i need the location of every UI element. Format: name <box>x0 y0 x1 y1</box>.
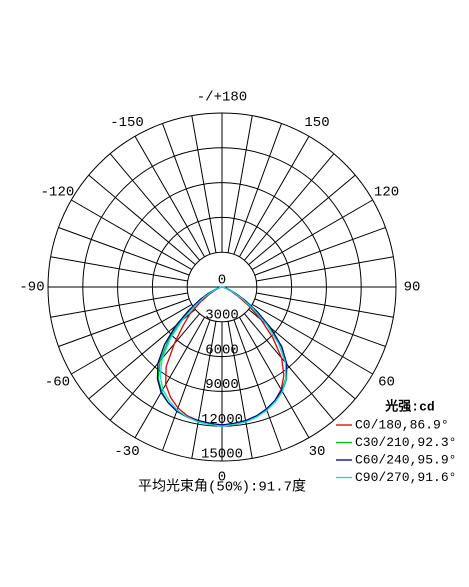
legend-label: C30/210,92.3° <box>355 435 456 450</box>
angle-tick-label: 30 <box>309 444 326 460</box>
angle-tick-label: -90 <box>19 280 44 296</box>
angle-tick-label: 90 <box>404 280 421 296</box>
angle-tick-label: 120 <box>374 185 399 201</box>
r-tick-label: 0 <box>218 273 226 289</box>
angle-tick-label: -/+180 <box>197 90 247 106</box>
r-tick-label: 3000 <box>205 308 239 324</box>
angle-tick-label: 60 <box>378 375 395 391</box>
angle-tick-label: -60 <box>45 375 70 391</box>
curve <box>159 286 287 427</box>
legend-label: C0/180,86.9° <box>355 417 449 432</box>
legend-label: C60/240,95.9° <box>355 452 456 467</box>
legend-label: C90/270,91.6° <box>355 470 456 485</box>
angle-tick-label: -30 <box>114 444 139 460</box>
angle-tick-label: -150 <box>110 115 144 131</box>
angle-tick-label: 0 <box>218 470 226 486</box>
angle-tick-label: 150 <box>304 115 329 131</box>
angle-tick-label: -120 <box>41 185 75 201</box>
caption: 平均光束角(50%):91.7度 <box>138 479 306 496</box>
legend-title: 光强:cd <box>384 398 434 414</box>
curve <box>156 286 288 426</box>
